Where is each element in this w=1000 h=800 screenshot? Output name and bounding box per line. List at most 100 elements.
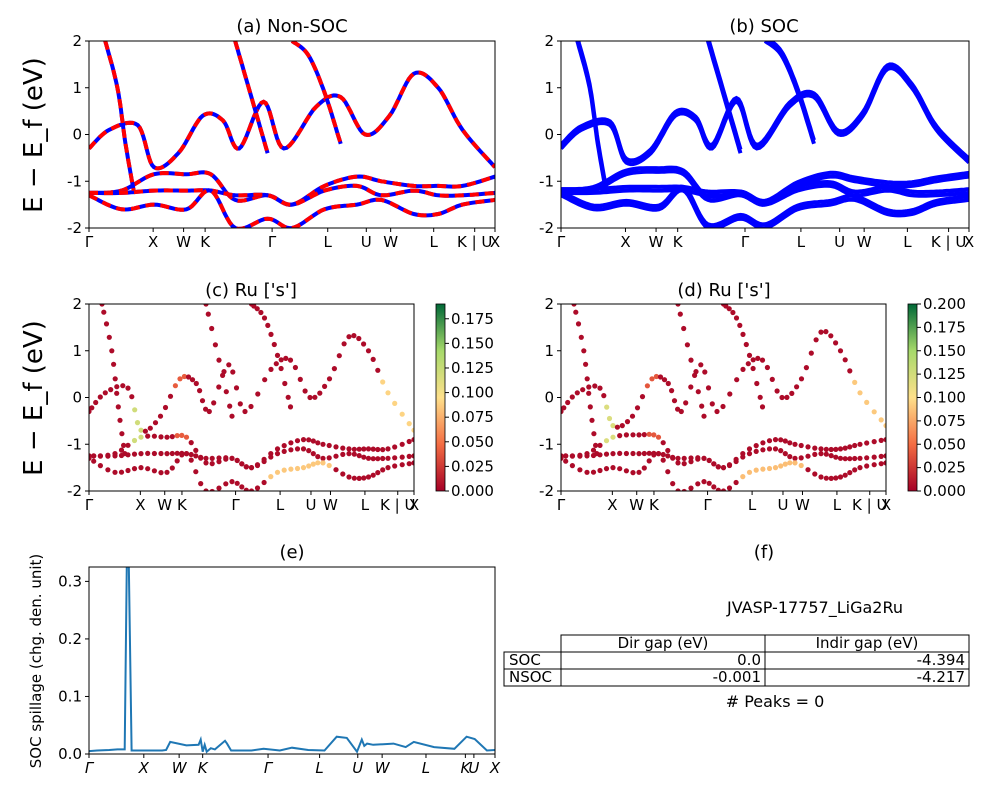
band-point	[216, 357, 222, 363]
band-point	[261, 479, 267, 486]
colorbar-tick-label: 0.075	[451, 408, 494, 426]
band-point	[740, 454, 746, 460]
band-point	[406, 438, 412, 445]
band-point	[670, 454, 676, 460]
panel-e-xtick-label: U	[468, 759, 479, 777]
band-line-nsoc	[103, 41, 136, 191]
band-point	[326, 442, 332, 449]
band-point	[306, 448, 312, 454]
band-point	[675, 460, 681, 466]
panel-e-frame	[88, 566, 496, 755]
band-point	[581, 348, 587, 354]
band-point	[813, 337, 819, 343]
band-point	[864, 463, 870, 469]
band-point	[565, 399, 571, 406]
panel-a-title: (a) Non-SOC	[236, 16, 347, 37]
band-point	[356, 475, 362, 481]
colorbar-tick-label: 0.075	[923, 412, 966, 430]
band-point	[730, 309, 736, 316]
band-point	[636, 469, 642, 475]
band-point	[158, 434, 164, 440]
band-point	[787, 460, 793, 466]
band-point	[145, 450, 151, 456]
band-point	[740, 366, 746, 372]
band-line-split	[706, 41, 743, 151]
band-point	[590, 469, 597, 475]
band-point	[157, 413, 164, 419]
band-line-nsoc	[89, 183, 495, 207]
band-point	[646, 450, 652, 456]
band-point	[760, 466, 766, 472]
band-point	[193, 453, 199, 459]
band-point	[681, 488, 687, 491]
band-point	[254, 485, 261, 491]
band-line-split	[561, 184, 969, 228]
band-point	[198, 454, 204, 460]
band-point	[636, 451, 642, 457]
band-point	[119, 431, 125, 437]
band-point	[203, 460, 209, 466]
band-point	[883, 423, 886, 429]
band-point	[380, 467, 386, 473]
band-point	[370, 446, 376, 452]
band-point	[361, 446, 367, 452]
band-point	[167, 393, 174, 399]
band-point	[179, 432, 185, 438]
band-point	[399, 454, 405, 460]
band-ylabel-middle: E − E_f (eV)	[19, 320, 49, 476]
band-point	[380, 447, 386, 453]
band-point	[211, 400, 217, 406]
panel-d-xtick-label: Γ	[703, 496, 712, 514]
band-point	[145, 466, 151, 472]
band-point	[720, 403, 726, 410]
panel-d-ytick-label: 0	[544, 389, 554, 407]
band-point	[385, 390, 391, 396]
band-point	[812, 471, 818, 477]
band-point	[356, 453, 362, 459]
band-point	[594, 451, 600, 457]
band-point	[727, 391, 733, 397]
band-point	[333, 467, 339, 473]
band-point	[361, 475, 367, 481]
band-point	[610, 423, 616, 429]
table-cell-text: NSOC	[509, 668, 552, 686]
band-point	[312, 394, 318, 400]
panel-e-xtick-label: K	[198, 759, 209, 777]
band-point	[757, 394, 763, 400]
band-point	[665, 469, 671, 475]
band-point	[852, 442, 858, 449]
band-point	[842, 456, 848, 462]
band-point	[351, 451, 357, 457]
band-point	[243, 464, 249, 470]
band-point	[274, 352, 281, 358]
band-point	[789, 390, 795, 396]
band-point	[134, 420, 141, 426]
band-point	[782, 451, 788, 457]
panel-e-ytick-label: 0.1	[58, 687, 82, 705]
band-point	[842, 445, 848, 451]
band-point	[91, 453, 97, 459]
band-point	[278, 365, 284, 372]
band-point	[206, 408, 212, 415]
band-point	[681, 461, 687, 467]
band-point	[320, 455, 326, 461]
band-point	[569, 453, 576, 459]
band-point	[883, 437, 886, 443]
band-point	[661, 377, 668, 383]
colorbar-gradient	[907, 303, 918, 492]
panel-b-ytick-label: 2	[544, 32, 554, 50]
band-point	[852, 467, 858, 473]
band-point	[346, 451, 352, 457]
band-point	[331, 366, 337, 372]
band-point	[385, 465, 391, 471]
band-point	[273, 361, 279, 367]
band-point	[803, 365, 810, 371]
band-point	[306, 437, 312, 443]
band-point	[97, 463, 103, 469]
peaks-count: # Peaks = 0	[726, 692, 825, 711]
band-point	[129, 394, 135, 400]
band-point	[411, 453, 414, 459]
band-point	[746, 451, 753, 457]
band-point	[563, 458, 569, 464]
